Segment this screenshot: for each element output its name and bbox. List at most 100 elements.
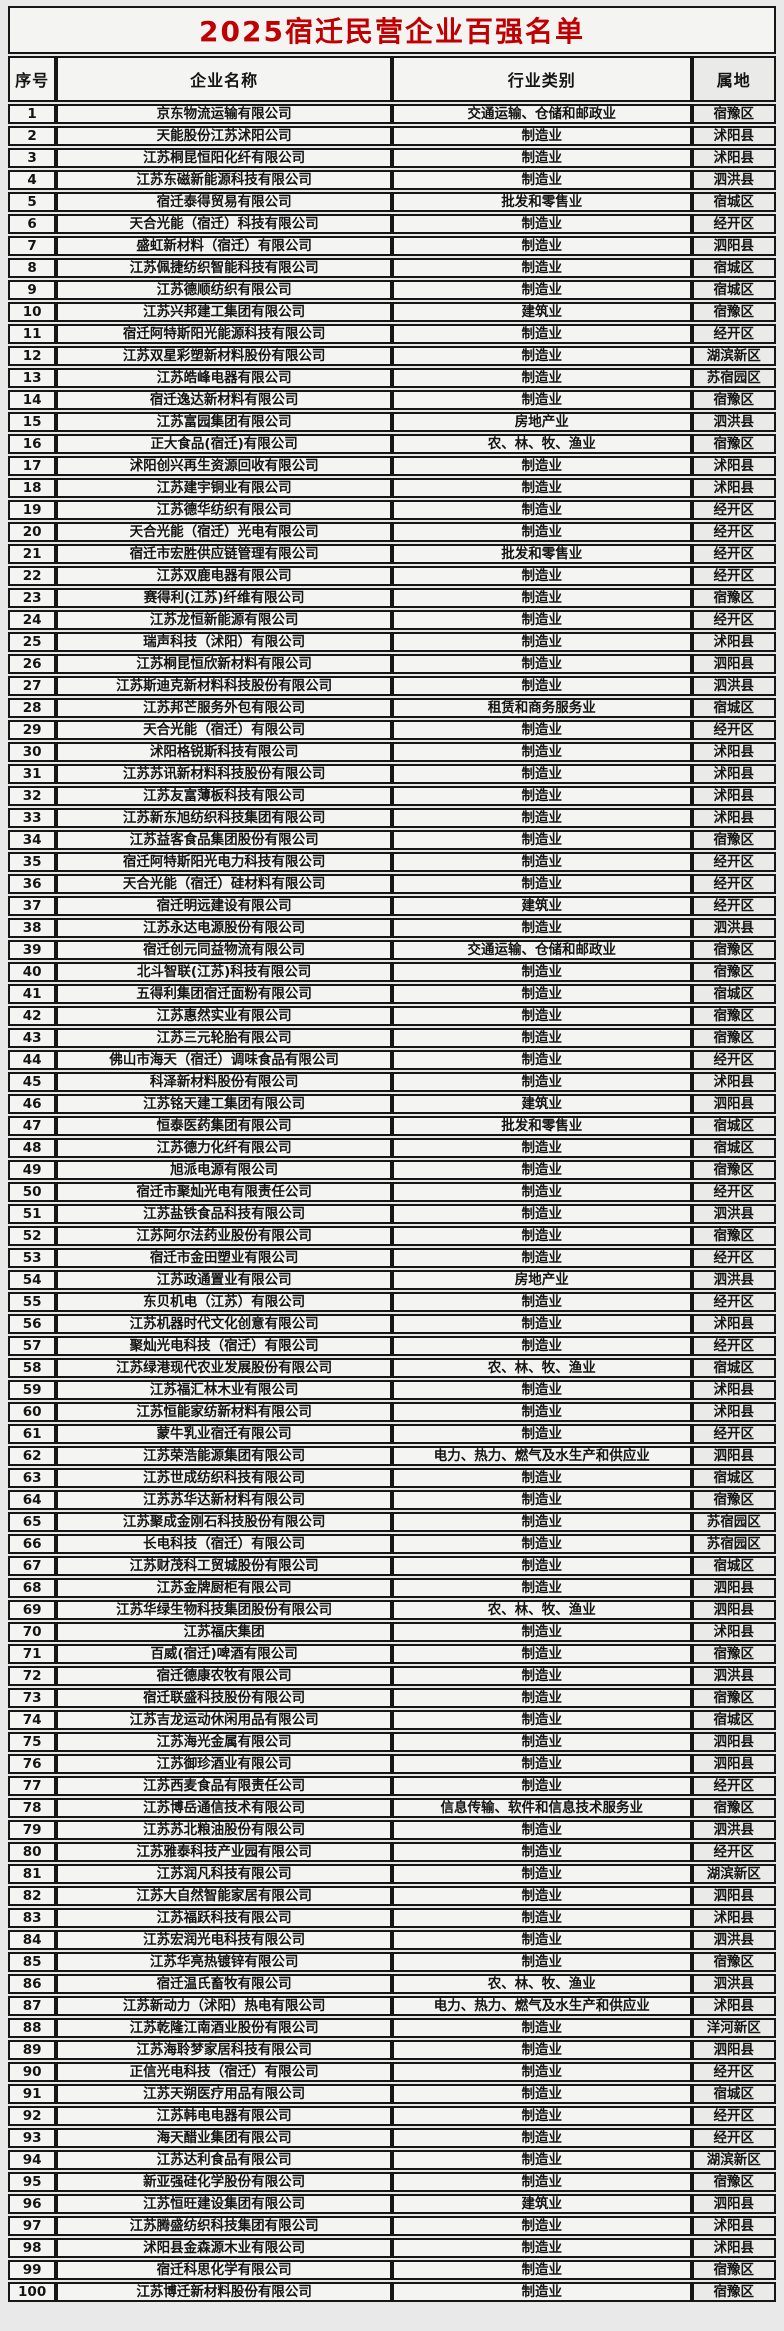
table-row: 41 五得利集团宿迁面粉有限公司 制造业 宿城区 — [8, 984, 776, 1004]
region-cell: 泗阳县 — [691, 2040, 776, 2060]
company-name-cell: 江苏龙恒新能源有限公司 — [56, 610, 392, 630]
table-row: 14 宿迁逸达新材料有限公司 制造业 宿豫区 — [8, 390, 776, 410]
company-name-cell: 江苏腾盛纺织科技集团有限公司 — [56, 2216, 392, 2236]
industry-cell: 制造业 — [391, 1138, 692, 1158]
rank-cell: 68 — [8, 1578, 57, 1598]
industry-cell: 制造业 — [391, 2172, 692, 2192]
region-cell: 宿豫区 — [691, 1490, 776, 1510]
rank-cell: 92 — [8, 2106, 57, 2126]
region-cell: 宿豫区 — [691, 1028, 776, 1048]
region-cell: 经开区 — [691, 1050, 776, 1070]
industry-cell: 制造业 — [391, 390, 692, 410]
region-cell: 沭阳县 — [691, 1380, 776, 1400]
industry-cell: 制造业 — [391, 346, 692, 366]
region-cell: 经开区 — [691, 1248, 776, 1268]
table-row: 34 江苏益客食品集团股份有限公司 制造业 宿豫区 — [8, 830, 776, 850]
industry-cell: 制造业 — [391, 1886, 692, 1906]
industry-cell: 批发和零售业 — [391, 192, 692, 212]
region-cell: 宿城区 — [691, 192, 776, 212]
company-name-cell: 江苏双鹿电器有限公司 — [56, 566, 392, 586]
region-cell: 经开区 — [691, 1424, 776, 1444]
rank-cell: 3 — [8, 148, 57, 168]
table-row: 33 江苏新东旭纺织科技集团有限公司 制造业 沭阳县 — [8, 808, 776, 828]
rank-cell: 57 — [8, 1336, 57, 1356]
region-cell: 沭阳县 — [691, 478, 776, 498]
region-cell: 经开区 — [691, 1336, 776, 1356]
table-row: 5 宿迁泰得贸易有限公司 批发和零售业 宿城区 — [8, 192, 776, 212]
table-row: 93 海天醋业集团有限公司 制造业 经开区 — [8, 2128, 776, 2148]
company-name-cell: 长电科技（宿迁）有限公司 — [56, 1534, 392, 1554]
region-cell: 经开区 — [691, 896, 776, 916]
region-cell: 苏宿园区 — [691, 1534, 776, 1554]
table-row: 69 江苏华绿生物科技集团股份有限公司 农、林、牧、渔业 泗阳县 — [8, 1600, 776, 1620]
table-row: 50 宿迁市聚灿光电有限责任公司 制造业 经开区 — [8, 1182, 776, 1202]
region-cell: 宿豫区 — [691, 1798, 776, 1818]
region-cell: 经开区 — [691, 566, 776, 586]
company-name-cell: 江苏永达电源股份有限公司 — [56, 918, 392, 938]
rank-cell: 65 — [8, 1512, 57, 1532]
table-row: 52 江苏阿尔法药业股份有限公司 制造业 宿豫区 — [8, 1226, 776, 1246]
region-cell: 宿豫区 — [691, 588, 776, 608]
company-name-cell: 天合光能（宿迁）硅材料有限公司 — [56, 874, 392, 894]
company-name-cell: 蒙牛乳业宿迁有限公司 — [56, 1424, 392, 1444]
region-cell: 沭阳县 — [691, 1908, 776, 1928]
company-name-cell: 江苏恒旺建设集团有限公司 — [56, 2194, 392, 2214]
table-row: 39 宿迁创元同益物流有限公司 交通运输、仓储和邮政业 宿豫区 — [8, 940, 776, 960]
region-cell: 宿豫区 — [691, 302, 776, 322]
table-row: 2 天能股份江苏沭阳公司 制造业 沭阳县 — [8, 126, 776, 146]
industry-cell: 制造业 — [391, 1182, 692, 1202]
table-row: 49 旭派电源有限公司 制造业 宿豫区 — [8, 1160, 776, 1180]
industry-cell: 房地产业 — [391, 412, 692, 432]
table-row: 7 盛虹新材料（宿迁）有限公司 制造业 泗阳县 — [8, 236, 776, 256]
header-row: 序号 企业名称 行业类别 属地 — [8, 56, 776, 102]
region-cell: 经开区 — [691, 500, 776, 520]
rank-cell: 17 — [8, 456, 57, 476]
region-cell: 宿城区 — [691, 1116, 776, 1136]
rank-cell: 59 — [8, 1380, 57, 1400]
region-cell: 宿城区 — [691, 698, 776, 718]
company-name-cell: 佛山市海天（宿迁）调味食品有限公司 — [56, 1050, 392, 1070]
region-cell: 宿豫区 — [691, 1952, 776, 1972]
rank-cell: 79 — [8, 1820, 57, 1840]
region-cell: 泗阳县 — [691, 2194, 776, 2214]
rank-cell: 58 — [8, 1358, 57, 1378]
company-name-cell: 宿迁阿特斯阳光电力科技有限公司 — [56, 852, 392, 872]
page-title: 2025宿迁民营企业百强名单 — [8, 6, 776, 54]
rank-cell: 7 — [8, 236, 57, 256]
rank-cell: 77 — [8, 1776, 57, 1796]
table-row: 44 佛山市海天（宿迁）调味食品有限公司 制造业 经开区 — [8, 1050, 776, 1070]
table-row: 83 江苏福跃科技有限公司 制造业 沭阳县 — [8, 1908, 776, 1928]
industry-cell: 制造业 — [391, 1072, 692, 1092]
company-name-cell: 江苏财茂科工贸城股份有限公司 — [56, 1556, 392, 1576]
company-name-cell: 江苏德顺纺织有限公司 — [56, 280, 392, 300]
table-row: 6 天合光能（宿迁）科技有限公司 制造业 经开区 — [8, 214, 776, 234]
table-row: 84 江苏宏润光电科技有限公司 制造业 泗洪县 — [8, 1930, 776, 1950]
region-cell: 湖滨新区 — [691, 1864, 776, 1884]
rank-cell: 5 — [8, 192, 57, 212]
table-row: 38 江苏永达电源股份有限公司 制造业 泗洪县 — [8, 918, 776, 938]
table-row: 59 江苏福汇林木业有限公司 制造业 沭阳县 — [8, 1380, 776, 1400]
region-cell: 沭阳县 — [691, 1314, 776, 1334]
table-row: 17 沭阳创兴再生资源回收有限公司 制造业 沭阳县 — [8, 456, 776, 476]
rank-cell: 88 — [8, 2018, 57, 2038]
rank-cell: 76 — [8, 1754, 57, 1774]
region-cell: 泗阳县 — [691, 1754, 776, 1774]
company-name-cell: 江苏福庆集团 — [56, 1622, 392, 1642]
table-row: 15 江苏富园集团有限公司 房地产业 泗洪县 — [8, 412, 776, 432]
region-cell: 宿豫区 — [691, 2282, 776, 2302]
title-row: 2025宿迁民营企业百强名单 — [8, 6, 776, 54]
rank-cell: 45 — [8, 1072, 57, 1092]
region-cell: 沭阳县 — [691, 808, 776, 828]
company-name-cell: 正大食品(宿迁)有限公司 — [56, 434, 392, 454]
rank-cell: 97 — [8, 2216, 57, 2236]
industry-cell: 制造业 — [391, 1842, 692, 1862]
table-row: 89 江苏海聆梦家居科技有限公司 制造业 泗阳县 — [8, 2040, 776, 2060]
region-cell: 经开区 — [691, 1776, 776, 1796]
industry-cell: 制造业 — [391, 984, 692, 1004]
industry-cell: 制造业 — [391, 1006, 692, 1026]
rank-cell: 27 — [8, 676, 57, 696]
table-row: 51 江苏盐铁食品科技有限公司 制造业 泗洪县 — [8, 1204, 776, 1224]
table-row: 78 江苏博岳通信技术有限公司 信息传输、软件和信息技术服务业 宿豫区 — [8, 1798, 776, 1818]
industry-cell: 制造业 — [391, 126, 692, 146]
industry-cell: 制造业 — [391, 720, 692, 740]
